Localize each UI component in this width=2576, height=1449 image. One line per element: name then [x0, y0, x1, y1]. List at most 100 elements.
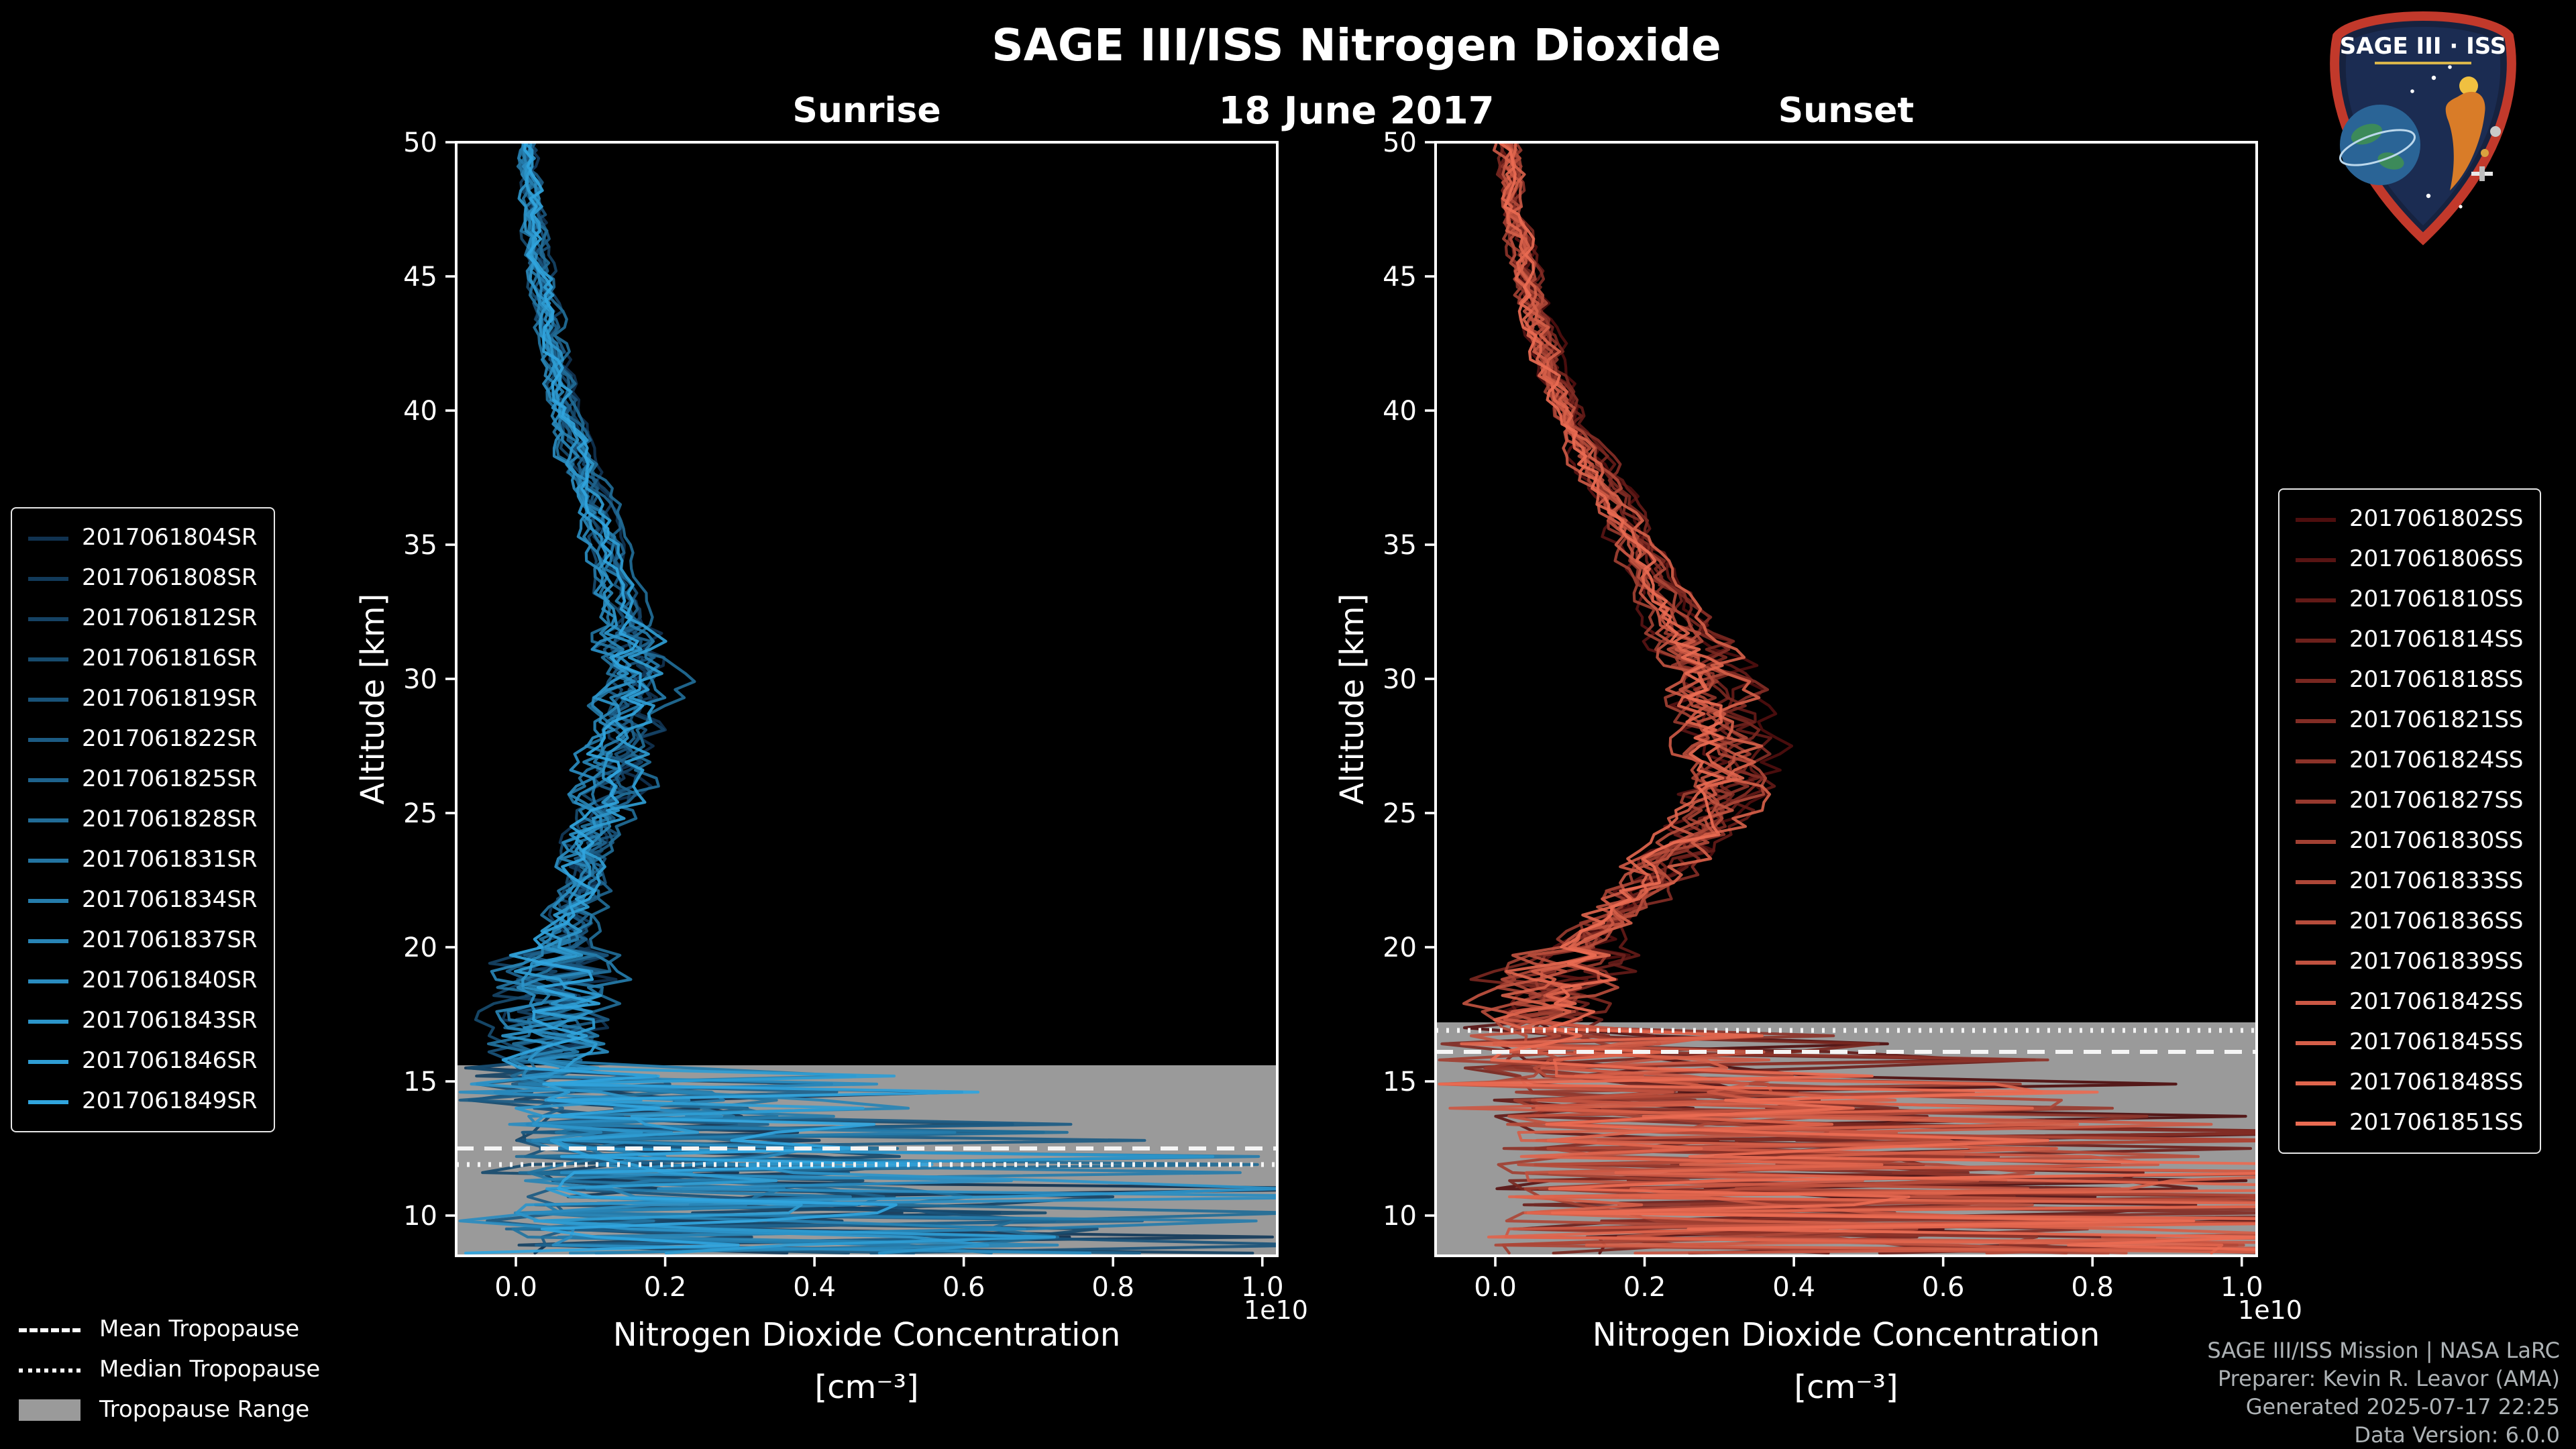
legend-item: 2017061837SR — [28, 920, 258, 961]
legend-item: 2017061834SR — [28, 880, 258, 920]
legend-label: 2017061806SS — [2349, 546, 2524, 573]
sunrise-y-tick-label: 25 — [403, 798, 437, 829]
sunrise-x-tick-label: 0.4 — [793, 1272, 836, 1303]
legend-label: 2017061839SS — [2349, 949, 2524, 975]
sunset-series-legend: 2017061802SS 2017061806SS 2017061810SS 2017… — [2278, 488, 2541, 1154]
legend-item: 2017061822SR — [28, 719, 258, 759]
legend-label: 2017061831SR — [82, 847, 258, 873]
sunset-x-tick-label: 0.8 — [2071, 1272, 2114, 1303]
legend-item: 2017061851SS — [2296, 1103, 2524, 1143]
legend-swatch — [2296, 879, 2336, 883]
logo-star-2 — [2410, 89, 2414, 93]
sunset-x-axis-label: Nitrogen Dioxide Concentration [cm⁻³] — [1436, 1309, 2257, 1414]
logo-title-text: SAGE III · ISS — [2340, 33, 2506, 60]
sunrise-y-tick-label: 45 — [403, 262, 437, 292]
legend-swatch — [2296, 1040, 2336, 1044]
sunrise-axis-offset-label: 1e10 — [1244, 1296, 1308, 1326]
legend-swatch — [28, 1019, 68, 1023]
legend-item: 2017061849SR — [28, 1081, 258, 1122]
legend-label: 2017061837SR — [82, 927, 258, 954]
sunset-x-tick-label: 0.6 — [1922, 1272, 1965, 1303]
sunset-profile-line — [1460, 142, 2257, 1255]
legend-label: 2017061834SR — [82, 887, 258, 914]
legend-swatch — [28, 898, 68, 902]
legend-item: 2017061830SS — [2296, 821, 2524, 861]
date-subtitle: 18 June 2017 — [1218, 89, 1495, 133]
legend-item: 2017061812SR — [28, 598, 258, 639]
legend-item: 2017061828SR — [28, 800, 258, 840]
legend-item: 2017061814SS — [2296, 620, 2524, 660]
logo-iss-truss — [2479, 166, 2485, 181]
sunset-y-tick-label: 10 — [1383, 1201, 1417, 1232]
legend-item: 2017061819SR — [28, 679, 258, 719]
credits-data-version: Data Version: 6.0.0 — [2354, 1422, 2560, 1448]
sunset-x-axis-label-line1: Nitrogen Dioxide Concentration — [1592, 1316, 2100, 1354]
legend-label: 2017061842SS — [2349, 989, 2524, 1016]
legend-label: 2017061821SS — [2349, 707, 2524, 734]
legend-item: 2017061824SS — [2296, 741, 2524, 781]
legend-label: 2017061849SR — [82, 1088, 258, 1115]
tropopause-range-label: Tropopause Range — [99, 1397, 310, 1424]
logo-star-5 — [2459, 205, 2463, 209]
legend-swatch — [28, 616, 68, 621]
sunset-axes-frame — [1434, 141, 2258, 1257]
credits-mission: SAGE III/ISS Mission | NASA LaRC — [2207, 1338, 2560, 1363]
legend-item: 2017061840SR — [28, 961, 258, 1001]
logo-planet-2 — [2481, 149, 2489, 157]
sunset-panel-title: Sunset — [1778, 91, 1915, 131]
credits-generated: Generated 2025-07-17 22:25 — [2245, 1394, 2560, 1419]
legend-swatch — [2296, 839, 2336, 843]
legend-swatch — [28, 777, 68, 782]
legend-swatch — [28, 938, 68, 943]
credits-block: SAGE III/ISS Mission | NASA LaRC Prepare… — [2207, 1336, 2560, 1449]
legend-item: 2017061818SS — [2296, 660, 2524, 700]
sunrise-series-legend: 2017061804SR 2017061808SR 2017061812SR 2017… — [11, 507, 275, 1132]
sunrise-x-axis-label: Nitrogen Dioxide Concentration [cm⁻³] — [456, 1309, 1277, 1414]
legend-swatch — [2296, 557, 2336, 561]
logo-star-4 — [2426, 193, 2431, 199]
legend-swatch — [2296, 1121, 2336, 1125]
legend-item: 2017061825SR — [28, 759, 258, 800]
legend-item: 2017061846SR — [28, 1041, 258, 1081]
legend-label: 2017061808SR — [82, 565, 258, 592]
sunrise-x-tick-label: 0.2 — [644, 1272, 687, 1303]
legend-swatch — [2296, 920, 2336, 924]
legend-swatch — [28, 657, 68, 661]
legend-swatch — [28, 1059, 68, 1063]
sunrise-plot: 0.0 0.2 0.4 0.6 0.8 1.0 10 15 20 25 30 35 40 45 50 — [403, 127, 1283, 1303]
sunrise-profile-line — [464, 142, 1275, 1255]
sunrise-panel-title: Sunrise — [792, 91, 941, 131]
sunrise-y-tick-label: 20 — [403, 932, 437, 963]
legend-median-tropopause: Median Tropopause — [19, 1355, 320, 1385]
legend-swatch — [2296, 598, 2336, 602]
legend-label: 2017061818SS — [2349, 667, 2524, 694]
legend-swatch — [28, 576, 68, 580]
legend-item: 2017061845SS — [2296, 1022, 2524, 1063]
sunrise-y-tick-label: 15 — [403, 1067, 437, 1097]
sunrise-x-tick-label: 0.6 — [943, 1272, 985, 1303]
legend-label: 2017061819SR — [82, 686, 258, 712]
legend-item: 2017061831SR — [28, 840, 258, 880]
legend-item: 2017061821SS — [2296, 700, 2524, 741]
legend-swatch — [28, 979, 68, 983]
legend-label: 2017061810SS — [2349, 586, 2524, 613]
legend-label: 2017061812SR — [82, 605, 258, 632]
legend-swatch — [2296, 759, 2336, 763]
sunset-profile-line — [1438, 142, 2257, 1251]
median-tropopause-label: Median Tropopause — [99, 1356, 321, 1383]
sunset-plot: 0.0 0.2 0.4 0.6 0.8 1.0 10 15 20 25 30 35 40 45 50 — [1383, 127, 2263, 1303]
logo-earth-land-1 — [2351, 123, 2383, 145]
tropopause-range-patch-swatch — [19, 1399, 80, 1421]
figure-title: SAGE III/ISS Nitrogen Dioxide — [991, 19, 1721, 71]
sunrise-y-tick-label: 30 — [403, 664, 437, 695]
legend-label: 2017061802SS — [2349, 506, 2524, 533]
sunrise-x-axis-label-units: [cm⁻³] — [814, 1368, 919, 1406]
legend-label: 2017061804SR — [82, 525, 258, 551]
legend-label: 2017061843SR — [82, 1008, 258, 1034]
sunrise-x-tick-label: 0.8 — [1091, 1272, 1134, 1303]
legend-swatch — [28, 697, 68, 701]
median-tropopause-dotted-swatch — [19, 1368, 80, 1372]
sunset-x-tick-label: 0.4 — [1772, 1272, 1815, 1303]
legend-item: 2017061804SR — [28, 518, 258, 558]
legend-swatch — [28, 1099, 68, 1104]
